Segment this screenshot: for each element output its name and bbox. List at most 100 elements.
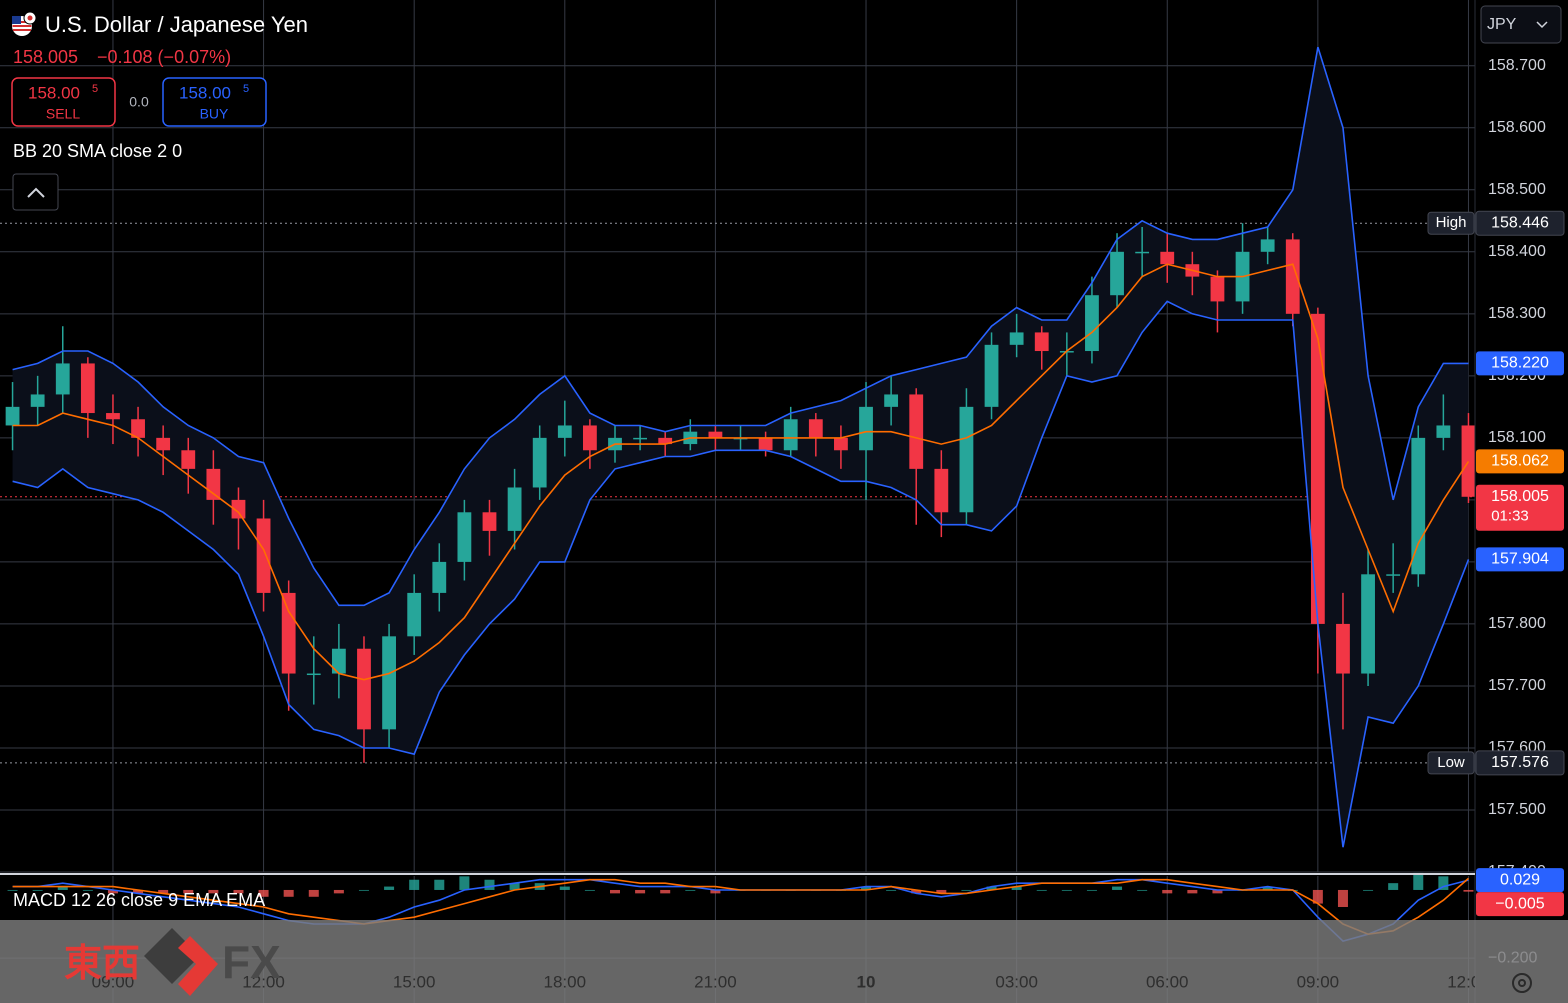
- candle-body: [633, 437, 648, 440]
- price-badge-label: 157.576: [1491, 754, 1549, 771]
- indicator-layer: [12, 46, 1470, 848]
- buy-box[interactable]: [162, 77, 267, 127]
- buy-pip: 5: [243, 83, 249, 95]
- candle-body: [1160, 251, 1175, 265]
- currency: JPY: [1487, 16, 1517, 33]
- collapse-box[interactable]: [12, 173, 59, 211]
- x-tick-label: 18:00: [544, 972, 587, 991]
- x-tick-label: 21:00: [694, 972, 737, 991]
- macd-histogram-bar: [158, 889, 169, 894]
- buy-label: BUY: [200, 106, 229, 122]
- symbol-title: U.S. Dollar / Japanese Yen: [45, 12, 308, 37]
- sell-box[interactable]: [11, 77, 116, 127]
- buy-button[interactable]: 158.00 5 BUY: [162, 77, 267, 127]
- price-tag: High: [1436, 214, 1467, 231]
- x-tick-label: 10: [857, 972, 876, 991]
- x-tick-label: 09:00: [1297, 972, 1340, 991]
- price-badge: [1476, 868, 1564, 893]
- price-tag-box: [1427, 751, 1475, 775]
- candle-body: [482, 512, 497, 531]
- candle-body: [1135, 251, 1150, 254]
- macd-histogram-bar: [886, 889, 897, 891]
- y-tick-label: 157.800: [1488, 615, 1546, 632]
- flag-canton: [12, 16, 21, 24]
- price-badge-label: 157.904: [1491, 551, 1549, 568]
- candle-body: [783, 419, 798, 451]
- logo-latin: FX: [222, 936, 281, 988]
- macd-histogram-bar: [7, 889, 18, 891]
- candle-body: [1210, 276, 1225, 302]
- y-tick-label: 157.500: [1488, 801, 1546, 818]
- countdown: 01:33: [1491, 508, 1529, 525]
- chevron-up: [27, 187, 45, 198]
- candle-body: [206, 468, 221, 500]
- price-change: −0.108 (−0.07%): [97, 47, 231, 67]
- price-badge-label: 158.220: [1491, 355, 1549, 372]
- candle-body: [557, 425, 572, 438]
- candle-body: [1411, 437, 1426, 575]
- currency-selector[interactable]: JPY: [1480, 5, 1562, 44]
- macd-histogram-bar: [208, 889, 219, 894]
- candle-body: [834, 437, 848, 451]
- macd-histogram-bar: [484, 879, 495, 890]
- settings-button[interactable]: [1512, 973, 1532, 993]
- watermark-band: [0, 920, 1568, 1003]
- candle-body: [30, 394, 45, 407]
- collapse-button[interactable]: [12, 173, 59, 211]
- macd-histogram-bar: [1463, 889, 1474, 892]
- candle-body: [231, 499, 246, 519]
- macd-histogram-bar: [1036, 889, 1047, 891]
- price-badge: [1475, 210, 1565, 236]
- indicator-line: [12, 263, 1470, 681]
- candle-body: [457, 512, 472, 562]
- macd-histogram-bar: [961, 889, 972, 891]
- candle-body: [859, 406, 873, 451]
- macd-histogram-bar: [1137, 889, 1148, 891]
- macd-histogram-bar: [1162, 889, 1173, 894]
- candle-body: [432, 561, 447, 593]
- candle-layer: [5, 223, 1476, 763]
- currency-box[interactable]: [1480, 5, 1562, 44]
- price-badge: [1476, 547, 1564, 572]
- macd-histogram-bar: [1388, 883, 1399, 890]
- indicator-line: [12, 300, 1470, 848]
- candle-body: [80, 363, 95, 414]
- macd-histogram-bar: [1086, 889, 1097, 891]
- candle-body: [1436, 425, 1451, 438]
- macd-histogram-bar: [258, 889, 269, 897]
- candle-body: [708, 431, 723, 438]
- macd-histogram-bar: [32, 889, 43, 891]
- macd-histogram-bar: [1363, 889, 1374, 891]
- sell-button[interactable]: 158.00 5 SELL: [11, 77, 116, 127]
- x-tick-label: 03:00: [995, 972, 1038, 991]
- candle-body: [1260, 239, 1275, 252]
- macd-histogram-bar: [1413, 872, 1424, 890]
- macd-histogram-bar: [685, 889, 696, 891]
- y-tick-label: 158.300: [1488, 305, 1546, 322]
- macd-histogram-bar: [1187, 889, 1198, 894]
- macd-histogram-bar: [1011, 886, 1022, 890]
- flag-sun: [27, 15, 33, 21]
- macd-legend: MACD 12 26 close 9 EMA EMA: [13, 890, 265, 910]
- x-tick-label: 06:00: [1146, 972, 1189, 991]
- macd-histogram-bar: [710, 889, 721, 894]
- candle-body: [1034, 332, 1049, 352]
- candle-body: [156, 437, 171, 451]
- candle-body: [758, 437, 773, 451]
- macd-histogram-bar: [1212, 889, 1223, 894]
- candle-body: [331, 648, 346, 674]
- price-badge: [1475, 750, 1565, 776]
- sell-pip: 5: [92, 83, 98, 95]
- y-tick-label: 158.600: [1488, 119, 1546, 136]
- macd-histogram-bar: [911, 889, 922, 894]
- settings-icon[interactable]: [1512, 973, 1532, 993]
- macd-histogram-bar: [233, 889, 244, 894]
- candle-body: [884, 394, 899, 407]
- macd-histogram-bar: [1061, 889, 1072, 891]
- last-price: 158.005: [13, 47, 78, 67]
- sell-label: SELL: [46, 106, 80, 122]
- settings-icon-core: [1518, 979, 1526, 987]
- candle-body: [984, 344, 999, 407]
